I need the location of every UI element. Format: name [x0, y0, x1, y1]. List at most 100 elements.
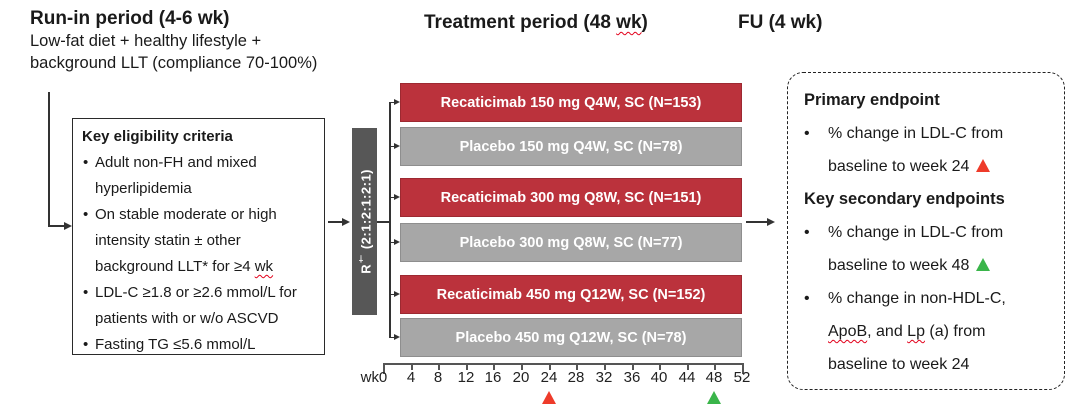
run-in-subtitle-line1: Low-fat diet + healthy lifestyle +	[30, 32, 262, 50]
axis-tick	[604, 363, 606, 370]
criterion-tg: Fasting TG ≤5.6 mmol/L	[82, 332, 320, 358]
endpoint-text-segment: baseline to week 48	[828, 257, 970, 274]
endpoint-text: % change in LDL-C from baseline to week …	[828, 117, 1003, 183]
branch-stub-line	[389, 196, 395, 198]
criterion-line: Fasting TG ≤5.6 mmol/L	[95, 336, 256, 353]
secondary-endpoints-title: Key secondary endpoints	[804, 190, 1005, 208]
week-axis-baseline	[383, 363, 742, 365]
arms-to-endpoints-arrowhead-icon	[767, 217, 775, 226]
branch-trunk-line	[389, 102, 391, 338]
axis-tick	[438, 363, 440, 370]
axis-end-tick	[383, 363, 385, 374]
treatment-header-close: )	[641, 12, 648, 33]
criterion-ldl: LDL-C ≥1.8 or ≥2.6 mmol/L for patients w…	[82, 280, 320, 332]
axis-end-tick	[742, 363, 744, 374]
run-in-subtitle-line2: background LLT (compliance 70-100%)	[30, 54, 318, 72]
branch-stub-line	[389, 336, 395, 338]
bullet: •	[804, 224, 810, 241]
endpoint-line: % change in LDL-C from	[828, 224, 1004, 241]
arm-bar-label: Recaticimab 450 mg Q12W, SC (N=152)	[436, 286, 706, 303]
axis-tick-label: 44	[678, 369, 696, 386]
endpoint-text-segment: , and	[867, 323, 908, 340]
arm-bar-label: Recaticimab 150 mg Q4W, SC (N=153)	[440, 94, 702, 111]
treatment-header-wavy-word: wk	[616, 12, 642, 33]
endpoint-line: % change in LDL-C from	[828, 125, 1004, 142]
randomization-dagger: †	[355, 253, 366, 264]
arm-bar-label: Placebo 450 mg Q12W, SC (N=78)	[455, 329, 687, 346]
arm-bar-label: Recaticimab 300 mg Q8W, SC (N=151)	[440, 189, 702, 206]
axis-tick-label: 12	[457, 369, 475, 386]
criterion-non-fh: Adult non-FH and mixed hyperlipidemia	[82, 150, 320, 202]
endpoint-line: baseline to week 24	[828, 356, 970, 373]
bullet: •	[804, 290, 810, 307]
axis-tick-label: 24	[540, 369, 558, 386]
axis-tick	[549, 363, 551, 370]
week48-green-triangle-icon	[707, 391, 721, 404]
endpoint-text-segment: baseline to week 24	[828, 158, 970, 175]
randomization-ratio: (2:1:2:1:2:1)	[358, 169, 374, 254]
arms-to-endpoints-arrow-line	[746, 221, 768, 223]
secondary-endpoint-item-1: • % change in LDL-C from baseline to wee…	[804, 216, 1056, 282]
endpoint-line: % change in non-HDL-C,	[828, 290, 1006, 307]
criterion-statin: On stable moderate or high intensity sta…	[82, 202, 320, 280]
randomization-bar: R† (2:1:2:1:2:1)	[352, 128, 377, 315]
axis-tick	[687, 363, 689, 370]
arm-bar-label: Placebo 300 mg Q8W, SC (N=77)	[459, 234, 683, 251]
runin-arrow-vertical-line	[48, 92, 50, 226]
axis-tick-label: 20	[512, 369, 530, 386]
treatment-period-header: Treatment period (48 wk)	[424, 12, 648, 34]
axis-tick-label: 16	[484, 369, 502, 386]
axis-tick	[714, 363, 716, 370]
runin-arrow-horizontal-line	[48, 225, 65, 227]
criterion-line: LDL-C ≥1.8 or ≥2.6 mmol/L for	[95, 284, 297, 301]
branch-stub-line	[389, 293, 395, 295]
endpoint-wavy-word: ApoB	[828, 323, 868, 340]
criterion-line: intensity statin ± other	[95, 232, 241, 249]
runin-arrowhead-icon	[64, 221, 72, 230]
branch-arrowhead-icon	[394, 239, 400, 245]
endpoint-text-segment: (a) from	[924, 323, 986, 340]
fu-header: FU (4 wk)	[738, 12, 823, 33]
axis-tick	[466, 363, 468, 370]
criterion-line: hyperlipidemia	[95, 180, 192, 197]
axis-tick-label: 4	[406, 369, 416, 386]
criterion-line: patients with or w/o ASCVD	[95, 310, 279, 327]
run-in-title: Run-in period (4-6 wk)	[30, 8, 230, 29]
arm-bar-placebo-300: Placebo 300 mg Q8W, SC (N=77)	[400, 223, 742, 262]
rand-to-trunk-line	[377, 221, 390, 223]
criterion-line: On stable moderate or high	[95, 206, 277, 223]
arm-bar-placebo-150: Placebo 150 mg Q4W, SC (N=78)	[400, 127, 742, 166]
endpoint-line: baseline to week 24	[828, 150, 1003, 183]
red-triangle-icon	[976, 159, 991, 172]
branch-stub-line	[389, 145, 395, 147]
randomization-label: R† (2:1:2:1:2:1)	[356, 169, 373, 274]
branch-arrowhead-icon	[394, 334, 400, 340]
endpoint-line: ApoB, and Lp (a) from	[828, 315, 1006, 348]
axis-tick	[632, 363, 634, 370]
branch-arrowhead-icon	[394, 143, 400, 149]
arm-bar-recaticimab-150: Recaticimab 150 mg Q4W, SC (N=153)	[400, 83, 742, 122]
secondary-endpoint-item-2: • % change in non-HDL-C, ApoB, and Lp (a…	[804, 282, 1056, 381]
axis-tick	[411, 363, 413, 370]
criterion-text: background LLT* for ≥4	[95, 258, 255, 275]
eligibility-box: Key eligibility criteria Adult non-FH an…	[72, 118, 325, 358]
axis-tick	[659, 363, 661, 370]
primary-endpoint-item: • % change in LDL-C from baseline to wee…	[804, 117, 1056, 183]
axis-tick-label: 32	[595, 369, 613, 386]
endpoints-box: Primary endpoint • % change in LDL-C fro…	[787, 72, 1065, 390]
axis-tick-label: 36	[623, 369, 641, 386]
eligibility-to-rand-arrow-line	[328, 221, 343, 223]
arm-bar-recaticimab-450: Recaticimab 450 mg Q12W, SC (N=152)	[400, 275, 742, 314]
eligibility-to-rand-arrowhead-icon	[342, 217, 350, 226]
endpoint-wavy-word: Lp	[907, 323, 925, 340]
endpoint-text: % change in LDL-C from baseline to week …	[828, 216, 1003, 282]
randomization-r: R	[358, 263, 374, 274]
axis-tick	[493, 363, 495, 370]
arm-bar-placebo-450: Placebo 450 mg Q12W, SC (N=78)	[400, 318, 742, 357]
axis-tick-label: 8	[433, 369, 443, 386]
branch-stub-line	[389, 241, 395, 243]
criterion-wavy-word: wk	[254, 258, 274, 275]
treatment-header-text: Treatment period (48	[424, 12, 617, 33]
axis-tick	[521, 363, 523, 370]
endpoint-line: baseline to week 48	[828, 249, 1003, 282]
